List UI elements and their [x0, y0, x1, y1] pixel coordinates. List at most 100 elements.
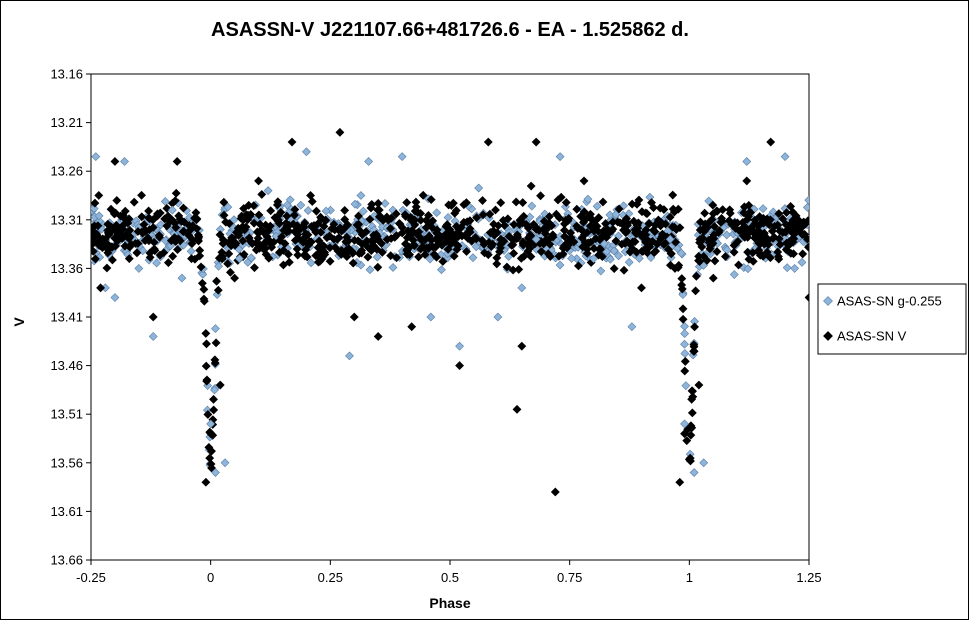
v-band-point [687, 386, 697, 396]
v-band-point [512, 404, 522, 414]
v-band-point [192, 224, 202, 234]
legend: ASAS-SN g-0.255 ASAS-SN V [817, 283, 967, 355]
x-tick-label: 1.25 [796, 570, 821, 585]
v-band-point [579, 176, 589, 186]
v-band-point [426, 195, 436, 205]
v-band-point [670, 263, 680, 273]
v-band-point [365, 214, 375, 224]
v-band-point [443, 244, 453, 254]
v-band-point [291, 227, 301, 237]
v-band-point [199, 284, 209, 294]
v-band-point [373, 205, 383, 215]
v-band-point [293, 250, 303, 260]
v-band-point [556, 192, 566, 202]
v-band-point [619, 265, 629, 275]
v-band-point [574, 261, 583, 271]
v-band-point [518, 237, 528, 247]
v-band-point [153, 209, 162, 219]
g-band-point [437, 265, 446, 275]
v-band-point [418, 190, 428, 200]
g-band-point [678, 290, 688, 300]
v-band-point [486, 242, 496, 251]
v-band-point [700, 225, 710, 235]
v-band-point [455, 361, 464, 371]
v-band-point [503, 214, 513, 224]
v-band-point [327, 224, 337, 234]
g-band-point [624, 257, 634, 267]
v-band-point [106, 204, 116, 214]
v-band-point [348, 248, 358, 258]
v-band-point [413, 207, 422, 217]
g-band-point [592, 201, 602, 211]
v-band-point [572, 204, 582, 214]
v-band-point [144, 225, 154, 235]
v-band-point [207, 446, 216, 456]
v-band-point [775, 226, 785, 236]
g-band-point [665, 234, 675, 244]
g-band-point [321, 206, 331, 216]
v-band-point [795, 225, 804, 235]
g-band-point [211, 468, 220, 477]
v-band-point [184, 221, 194, 230]
v-band-point [710, 222, 719, 231]
v-band-point [558, 249, 568, 259]
v-band-point [511, 197, 521, 207]
v-band-point [325, 231, 334, 241]
v-band-point [598, 197, 608, 207]
g-band-point [177, 273, 187, 283]
v-band-point [273, 216, 283, 226]
v-band-point [234, 231, 244, 240]
v-band-point [613, 217, 623, 227]
v-band-point [357, 229, 367, 239]
v-band-point [543, 249, 553, 259]
g-band-point [790, 263, 800, 273]
v-band-point [438, 257, 448, 266]
v-band-point [91, 230, 98, 240]
v-band-point [148, 312, 158, 322]
g-band-point [223, 202, 233, 212]
v-band-point [201, 477, 211, 487]
v-band-point [742, 176, 752, 186]
v-band-point [641, 230, 651, 240]
v-band-point [311, 206, 321, 216]
v-band-point [249, 218, 259, 228]
v-band-point [254, 210, 264, 220]
v-band-point [386, 213, 396, 223]
v-band-point [596, 244, 605, 254]
v-band-point [316, 248, 326, 258]
v-band-point [363, 252, 373, 262]
v-band-point [518, 198, 528, 208]
v-band-point [665, 212, 675, 222]
legend-marker [823, 296, 833, 306]
v-band-point [97, 237, 107, 246]
v-band-point [215, 380, 225, 390]
g-band-point [699, 458, 709, 468]
v-band-point [755, 239, 765, 249]
v-band-point [377, 238, 386, 248]
v-band-point [622, 214, 631, 224]
g-band-point [356, 191, 366, 200]
v-band-point [763, 240, 773, 249]
v-band-point [266, 206, 276, 216]
g-band-point [602, 247, 612, 257]
v-band-point [744, 254, 754, 264]
v-band-point [209, 405, 219, 415]
v-band-point [316, 227, 326, 237]
v-band-point [226, 241, 236, 251]
v-band-point [452, 245, 462, 254]
v-band-point [420, 244, 430, 254]
g-band-point [364, 157, 374, 166]
g-band-point [555, 152, 565, 162]
v-band-point [219, 197, 229, 207]
v-band-point [225, 267, 235, 277]
v-band-point [257, 189, 267, 199]
v-band-point [367, 236, 377, 246]
v-band-point [782, 208, 791, 218]
g-band-point [210, 385, 219, 395]
g-band-point [301, 147, 311, 157]
v-band-point [353, 236, 363, 246]
v-band-point [335, 224, 344, 233]
v-band-point [103, 219, 113, 229]
v-band-point [718, 205, 728, 215]
v-band-point [627, 199, 637, 209]
